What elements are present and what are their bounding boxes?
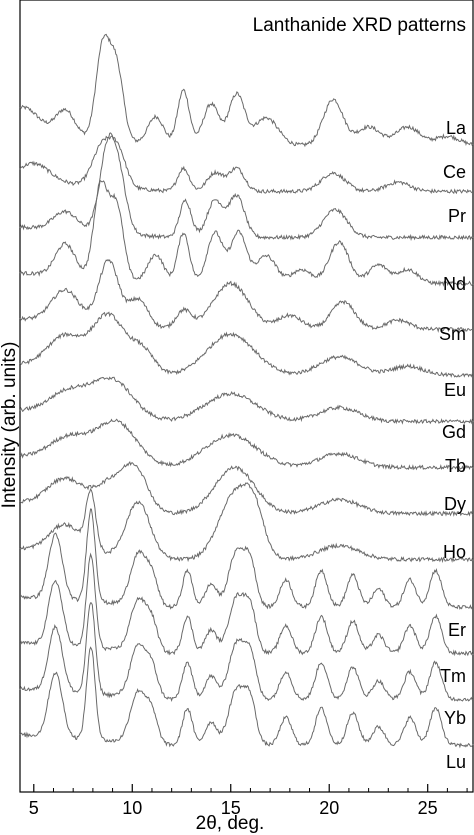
trace-ce [19, 135, 474, 195]
series-label-er: Er [448, 620, 466, 640]
series-label-tm: Tm [440, 666, 466, 686]
series-label-group: La Ce Pr Nd Sm Eu Gd Tb Dy Ho Er Tm Yb Lu [439, 118, 467, 772]
trace-yb [19, 602, 474, 702]
trace-dy [19, 461, 474, 517]
series-label-yb: Yb [444, 708, 466, 728]
series-label-la: La [446, 118, 467, 138]
trace-group [19, 33, 474, 749]
x-axis-ticks: 5 10 15 20 25 [29, 784, 468, 818]
x-axis-title: 2θ, deg. [196, 813, 265, 834]
series-label-eu: Eu [444, 380, 466, 400]
series-label-lu: Lu [446, 752, 466, 772]
series-label-ce: Ce [443, 162, 466, 182]
x-tick-label: 20 [319, 798, 339, 818]
trace-pr [19, 132, 474, 242]
series-label-sm: Sm [439, 324, 466, 344]
trace-lu [19, 646, 474, 749]
y-axis-title: Intensity (arb. units) [0, 342, 20, 509]
trace-ho [19, 482, 474, 564]
trace-la [19, 33, 474, 148]
series-label-gd: Gd [442, 422, 466, 442]
trace-tb [19, 418, 474, 471]
x-tick-label: 5 [29, 798, 39, 818]
trace-nd [19, 179, 474, 287]
x-tick-label: 10 [122, 798, 142, 818]
series-label-ho: Ho [443, 542, 466, 562]
series-label-pr: Pr [448, 206, 466, 226]
chart-title: Lanthanide XRD patterns [253, 15, 466, 36]
series-label-tb: Tb [445, 456, 466, 476]
trace-gd [19, 376, 474, 425]
x-tick-label: 15 [221, 798, 241, 818]
trace-sm [19, 258, 474, 333]
plot-frame [19, 0, 474, 793]
trace-er [20, 508, 474, 610]
x-tick-label: 25 [418, 798, 438, 818]
series-label-nd: Nd [443, 274, 466, 294]
trace-eu [19, 311, 474, 378]
series-label-dy: Dy [444, 494, 466, 514]
trace-tm [19, 552, 474, 657]
